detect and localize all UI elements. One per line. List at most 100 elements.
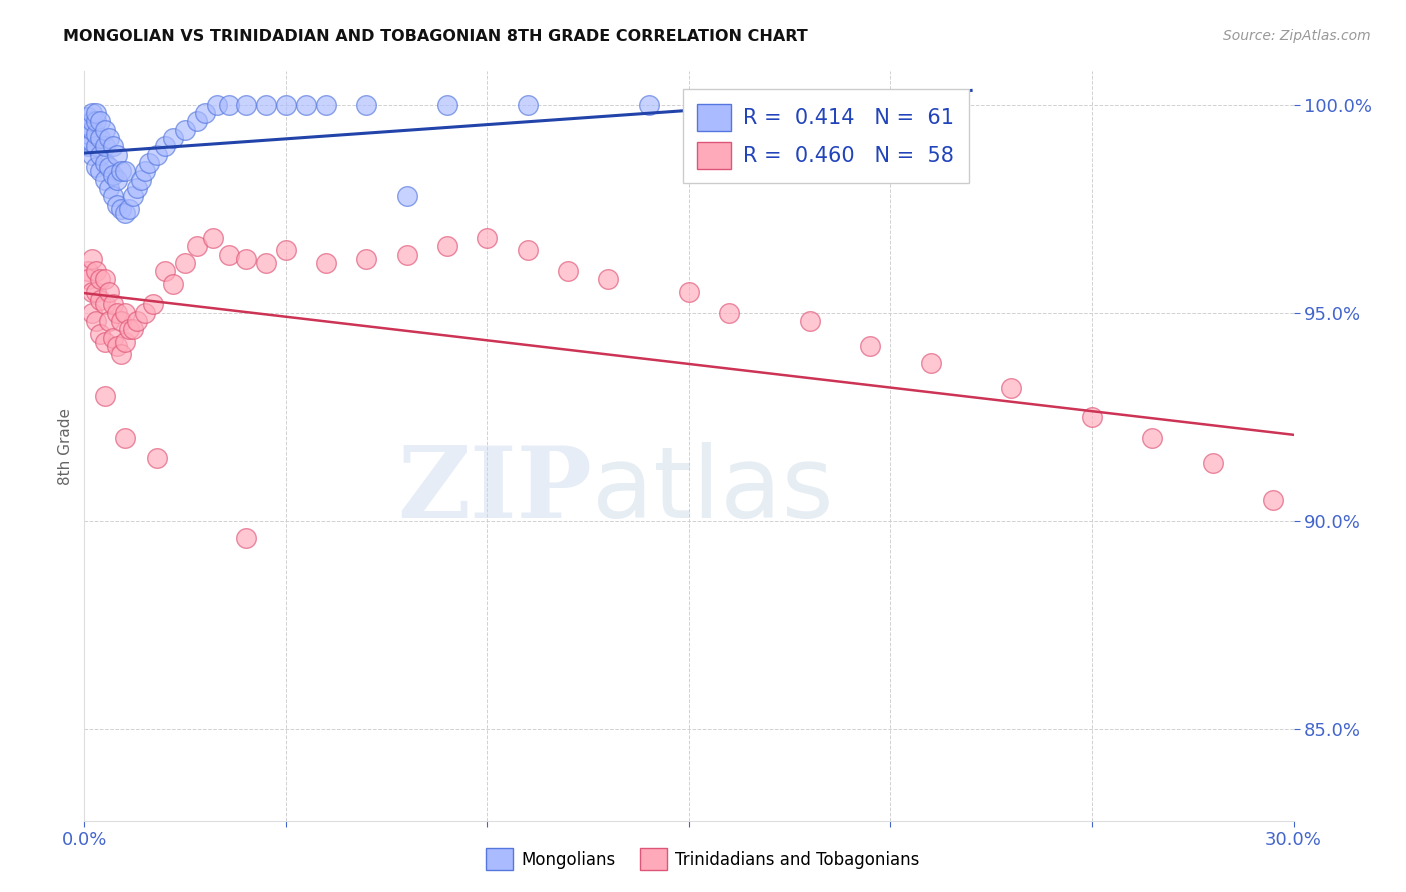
Point bbox=[118, 202, 141, 216]
Point bbox=[235, 97, 257, 112]
Point bbox=[110, 314, 132, 328]
Point bbox=[105, 172, 128, 186]
Point bbox=[86, 114, 108, 128]
Point bbox=[129, 172, 152, 186]
Point bbox=[86, 127, 108, 141]
Point bbox=[1000, 381, 1022, 395]
Point bbox=[101, 139, 124, 153]
Point bbox=[1202, 456, 1225, 470]
Point bbox=[395, 247, 418, 261]
Point bbox=[93, 272, 115, 286]
Point bbox=[235, 252, 257, 266]
Point bbox=[114, 164, 136, 178]
Point bbox=[254, 97, 277, 112]
Point bbox=[110, 164, 132, 178]
Point bbox=[105, 306, 128, 320]
Point bbox=[174, 122, 197, 136]
Point bbox=[146, 147, 169, 161]
Point bbox=[436, 97, 458, 112]
Point bbox=[153, 264, 176, 278]
Point bbox=[218, 97, 240, 112]
Point bbox=[93, 122, 115, 136]
Point bbox=[598, 272, 620, 286]
Point bbox=[1081, 409, 1104, 424]
Point bbox=[110, 347, 132, 361]
Point bbox=[77, 110, 100, 124]
Point bbox=[758, 97, 780, 112]
Point bbox=[89, 164, 111, 178]
Point bbox=[97, 314, 120, 328]
Point bbox=[97, 160, 120, 174]
Y-axis label: 8th Grade: 8th Grade bbox=[58, 408, 73, 484]
Point bbox=[82, 147, 104, 161]
Point bbox=[82, 306, 104, 320]
Point bbox=[97, 131, 120, 145]
Point bbox=[274, 244, 297, 258]
Point bbox=[105, 339, 128, 353]
Text: atlas: atlas bbox=[592, 442, 834, 540]
Point bbox=[134, 306, 156, 320]
Point bbox=[105, 147, 128, 161]
Point bbox=[77, 272, 100, 286]
Point bbox=[1403, 564, 1406, 578]
Point bbox=[799, 314, 821, 328]
Point bbox=[125, 181, 148, 195]
Point bbox=[186, 239, 208, 253]
Point bbox=[920, 356, 942, 370]
Point bbox=[207, 97, 229, 112]
Point bbox=[93, 156, 115, 170]
Point bbox=[86, 139, 108, 153]
Point bbox=[134, 164, 156, 178]
Point bbox=[89, 326, 111, 341]
Point bbox=[77, 264, 100, 278]
Point bbox=[89, 131, 111, 145]
Point bbox=[101, 189, 124, 203]
Point bbox=[114, 431, 136, 445]
Point bbox=[162, 131, 184, 145]
Point bbox=[678, 285, 700, 299]
Point bbox=[105, 197, 128, 211]
Point bbox=[235, 531, 257, 545]
Point bbox=[1323, 531, 1346, 545]
Point bbox=[93, 389, 115, 403]
Point bbox=[125, 314, 148, 328]
Point bbox=[93, 297, 115, 311]
Text: Source: ZipAtlas.com: Source: ZipAtlas.com bbox=[1223, 29, 1371, 43]
Legend: R =  0.414   N =  61, R =  0.460   N =  58: R = 0.414 N = 61, R = 0.460 N = 58 bbox=[683, 89, 969, 184]
Point bbox=[86, 160, 108, 174]
Point bbox=[516, 244, 538, 258]
Point bbox=[82, 135, 104, 149]
Text: ZIP: ZIP bbox=[398, 442, 592, 540]
Point bbox=[114, 206, 136, 220]
Point bbox=[274, 97, 297, 112]
Point bbox=[101, 331, 124, 345]
Point bbox=[315, 256, 337, 270]
Point bbox=[82, 106, 104, 120]
Point bbox=[162, 277, 184, 291]
Point bbox=[295, 97, 318, 112]
Point bbox=[121, 189, 143, 203]
Point bbox=[718, 306, 741, 320]
Point bbox=[146, 451, 169, 466]
Point bbox=[89, 272, 111, 286]
Point bbox=[82, 252, 104, 266]
Point bbox=[114, 306, 136, 320]
Point bbox=[1263, 493, 1285, 508]
Point bbox=[477, 231, 499, 245]
Point bbox=[97, 181, 120, 195]
Point bbox=[637, 97, 659, 112]
Point bbox=[356, 97, 378, 112]
Point bbox=[89, 293, 111, 308]
Point bbox=[202, 231, 225, 245]
Point bbox=[93, 172, 115, 186]
Legend: Mongolians, Trinidadians and Tobagonians: Mongolians, Trinidadians and Tobagonians bbox=[479, 842, 927, 877]
Point bbox=[395, 189, 418, 203]
Point bbox=[101, 297, 124, 311]
Point bbox=[77, 139, 100, 153]
Point bbox=[77, 119, 100, 133]
Point bbox=[89, 147, 111, 161]
Point bbox=[86, 314, 108, 328]
Point bbox=[516, 97, 538, 112]
Point bbox=[110, 202, 132, 216]
Point bbox=[89, 114, 111, 128]
